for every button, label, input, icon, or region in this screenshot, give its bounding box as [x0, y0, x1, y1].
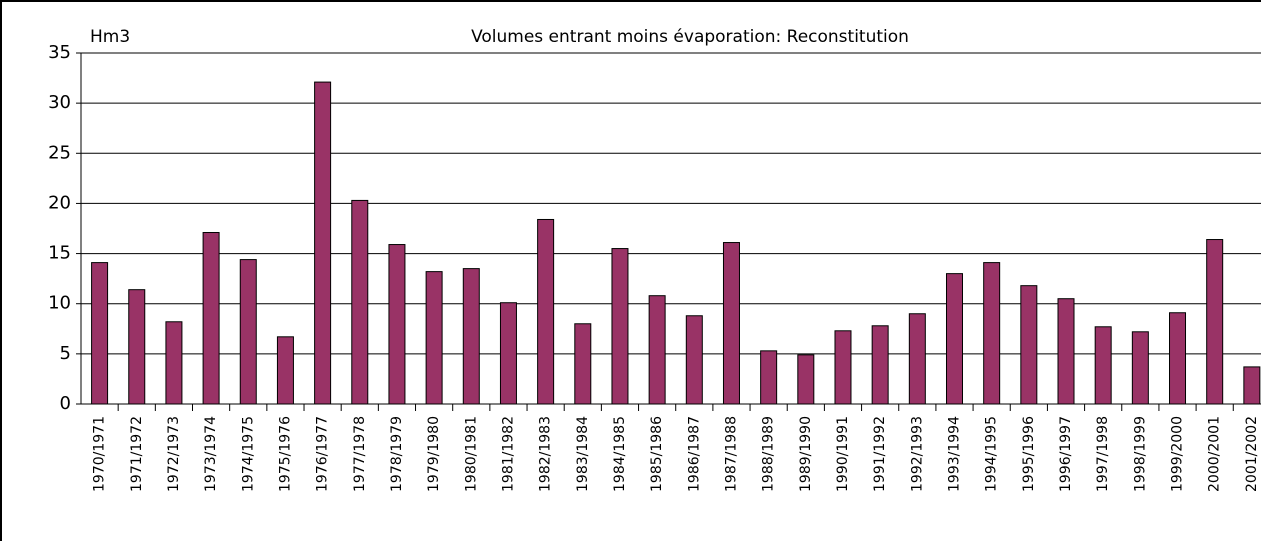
bar — [314, 81, 332, 405]
x-tick-label: 1995/1996 — [1021, 416, 1037, 492]
bar — [760, 350, 778, 405]
x-tick-label: 1977/1978 — [352, 416, 368, 492]
chart-title: Volumes entrant moins évaporation: Recon… — [471, 27, 909, 47]
bar — [1169, 312, 1187, 405]
y-tick-label: 0 — [60, 393, 71, 414]
x-tick-label: 1979/1980 — [426, 416, 442, 492]
x-tick-label: 1980/1981 — [463, 416, 479, 492]
bar — [871, 325, 889, 405]
bar — [239, 259, 257, 405]
x-tick-label: 1990/1991 — [835, 416, 851, 492]
bar — [722, 242, 740, 405]
bar — [797, 354, 815, 405]
x-tick-label: 1988/1989 — [761, 416, 777, 492]
y-tick-label: 30 — [48, 92, 71, 113]
x-tick-label: 1997/1998 — [1095, 416, 1111, 492]
x-tick-label: 1970/1971 — [92, 416, 108, 492]
x-tick-label: 1973/1974 — [203, 416, 219, 492]
bar — [499, 302, 517, 405]
x-tick-label: 1971/1972 — [129, 416, 145, 492]
x-tick-label: 2000/2001 — [1207, 416, 1223, 492]
x-tick-label: 1999/2000 — [1170, 416, 1186, 492]
bar — [165, 321, 183, 405]
bar — [1131, 331, 1149, 405]
bar — [611, 248, 629, 405]
y-tick-label: 15 — [48, 243, 71, 264]
x-tick-label: 1998/1999 — [1132, 416, 1148, 492]
x-tick-label: 1992/1993 — [909, 416, 925, 492]
x-tick-label: 1996/1997 — [1058, 416, 1074, 492]
bar — [983, 262, 1001, 405]
x-tick-label: 1994/1995 — [984, 416, 1000, 492]
x-tick-label: 1985/1986 — [649, 416, 665, 492]
x-tick-label: 1978/1979 — [389, 416, 405, 492]
bar — [128, 289, 146, 405]
bar — [945, 273, 963, 405]
bar — [202, 232, 220, 405]
bar — [351, 199, 369, 405]
y-tick-label: 10 — [48, 293, 71, 314]
bar — [648, 295, 666, 405]
x-tick-label: 1986/1987 — [686, 416, 702, 492]
x-tick-label: 1993/1994 — [946, 416, 962, 492]
bar — [574, 323, 592, 405]
bar — [276, 336, 294, 405]
x-tick-label: 1981/1982 — [500, 416, 516, 492]
x-tick-label: 1974/1975 — [240, 416, 256, 492]
bar — [1094, 326, 1112, 405]
x-tick-label: 1972/1973 — [166, 416, 182, 492]
x-tick-label: 2001/2002 — [1244, 416, 1260, 492]
bar — [834, 330, 852, 405]
x-tick-label: 1991/1992 — [872, 416, 888, 492]
bar — [1206, 239, 1224, 405]
bar — [1057, 298, 1075, 405]
x-tick-label: 1989/1990 — [798, 416, 814, 492]
y-axis-label: Hm3 — [90, 27, 130, 47]
x-tick-label: 1983/1984 — [575, 416, 591, 492]
bar — [685, 315, 703, 405]
bar — [908, 313, 926, 405]
bar — [425, 271, 443, 405]
bar — [1020, 285, 1038, 405]
y-tick-label: 20 — [48, 192, 71, 213]
x-tick-label: 1987/1988 — [723, 416, 739, 492]
bar — [537, 218, 555, 405]
x-tick-label: 1984/1985 — [612, 416, 628, 492]
bar — [1243, 366, 1261, 405]
bar — [388, 244, 406, 405]
x-tick-label: 1975/1976 — [277, 416, 293, 492]
y-tick-label: 35 — [48, 42, 71, 63]
x-tick-label: 1976/1977 — [315, 416, 331, 492]
bar — [91, 262, 109, 405]
y-tick-label: 25 — [48, 142, 71, 163]
x-tick-label: 1982/1983 — [538, 416, 554, 492]
bar — [462, 268, 480, 405]
y-tick-label: 5 — [60, 343, 71, 364]
